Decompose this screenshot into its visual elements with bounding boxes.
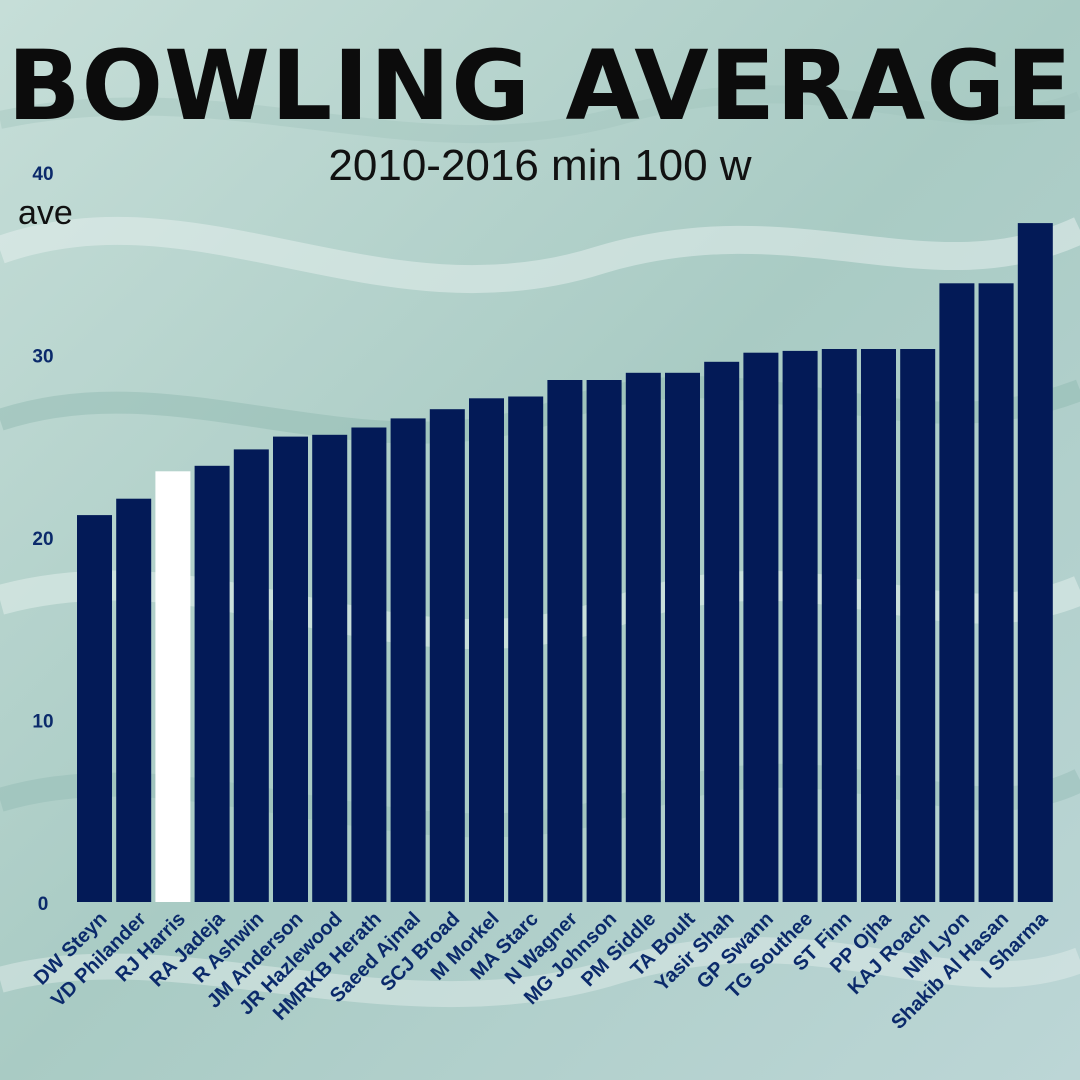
bar-kaj-roach bbox=[900, 349, 936, 902]
bar-shakib-al-hasan bbox=[978, 283, 1014, 902]
y-tick-label: 10 bbox=[32, 712, 53, 733]
bar-mg-johnson bbox=[586, 380, 622, 902]
chart-title: BOWLING AVERAGE bbox=[7, 30, 1073, 142]
bar-n-wagner bbox=[547, 380, 583, 902]
y-tick-label: 0 bbox=[38, 894, 49, 915]
bar-st-finn bbox=[821, 349, 857, 902]
bar-hmrkb-herath bbox=[351, 427, 387, 902]
bar-yasir-shah bbox=[704, 361, 740, 902]
bar-nm-lyon bbox=[939, 283, 975, 902]
bar-jm-anderson bbox=[273, 436, 308, 902]
bar-saeed-ajmal bbox=[390, 418, 426, 902]
bar-jr-hazlewood bbox=[312, 434, 348, 902]
bar-gp-swann bbox=[743, 352, 779, 902]
bar-vd-philander bbox=[116, 498, 152, 902]
bar-r-ashwin bbox=[233, 449, 269, 902]
bar-i-sharma bbox=[1017, 223, 1053, 903]
y-tick-label: 40 bbox=[32, 164, 53, 185]
bar-ra-jadeja bbox=[194, 465, 230, 902]
bar-scj-broad bbox=[429, 409, 465, 902]
chart-subtitle: 2010-2016 min 100 w bbox=[328, 141, 752, 190]
bar-dw-steyn bbox=[77, 515, 112, 902]
y-tick-label: 20 bbox=[32, 529, 53, 550]
bar-pp-ojha bbox=[861, 349, 896, 902]
bar-rj-harris bbox=[155, 471, 191, 902]
bar-tg-southee bbox=[782, 350, 818, 902]
y-tick-label: 30 bbox=[32, 347, 53, 368]
y-axis-ticks: 0 10 20 30 40 bbox=[32, 164, 53, 915]
bar-pm-siddle bbox=[625, 372, 661, 903]
bars bbox=[77, 223, 1053, 903]
bar-ma-starc bbox=[508, 396, 544, 902]
bar-m-morkel bbox=[469, 398, 504, 902]
y-axis-label: ave bbox=[18, 194, 73, 232]
bar-ta-boult bbox=[665, 372, 700, 903]
